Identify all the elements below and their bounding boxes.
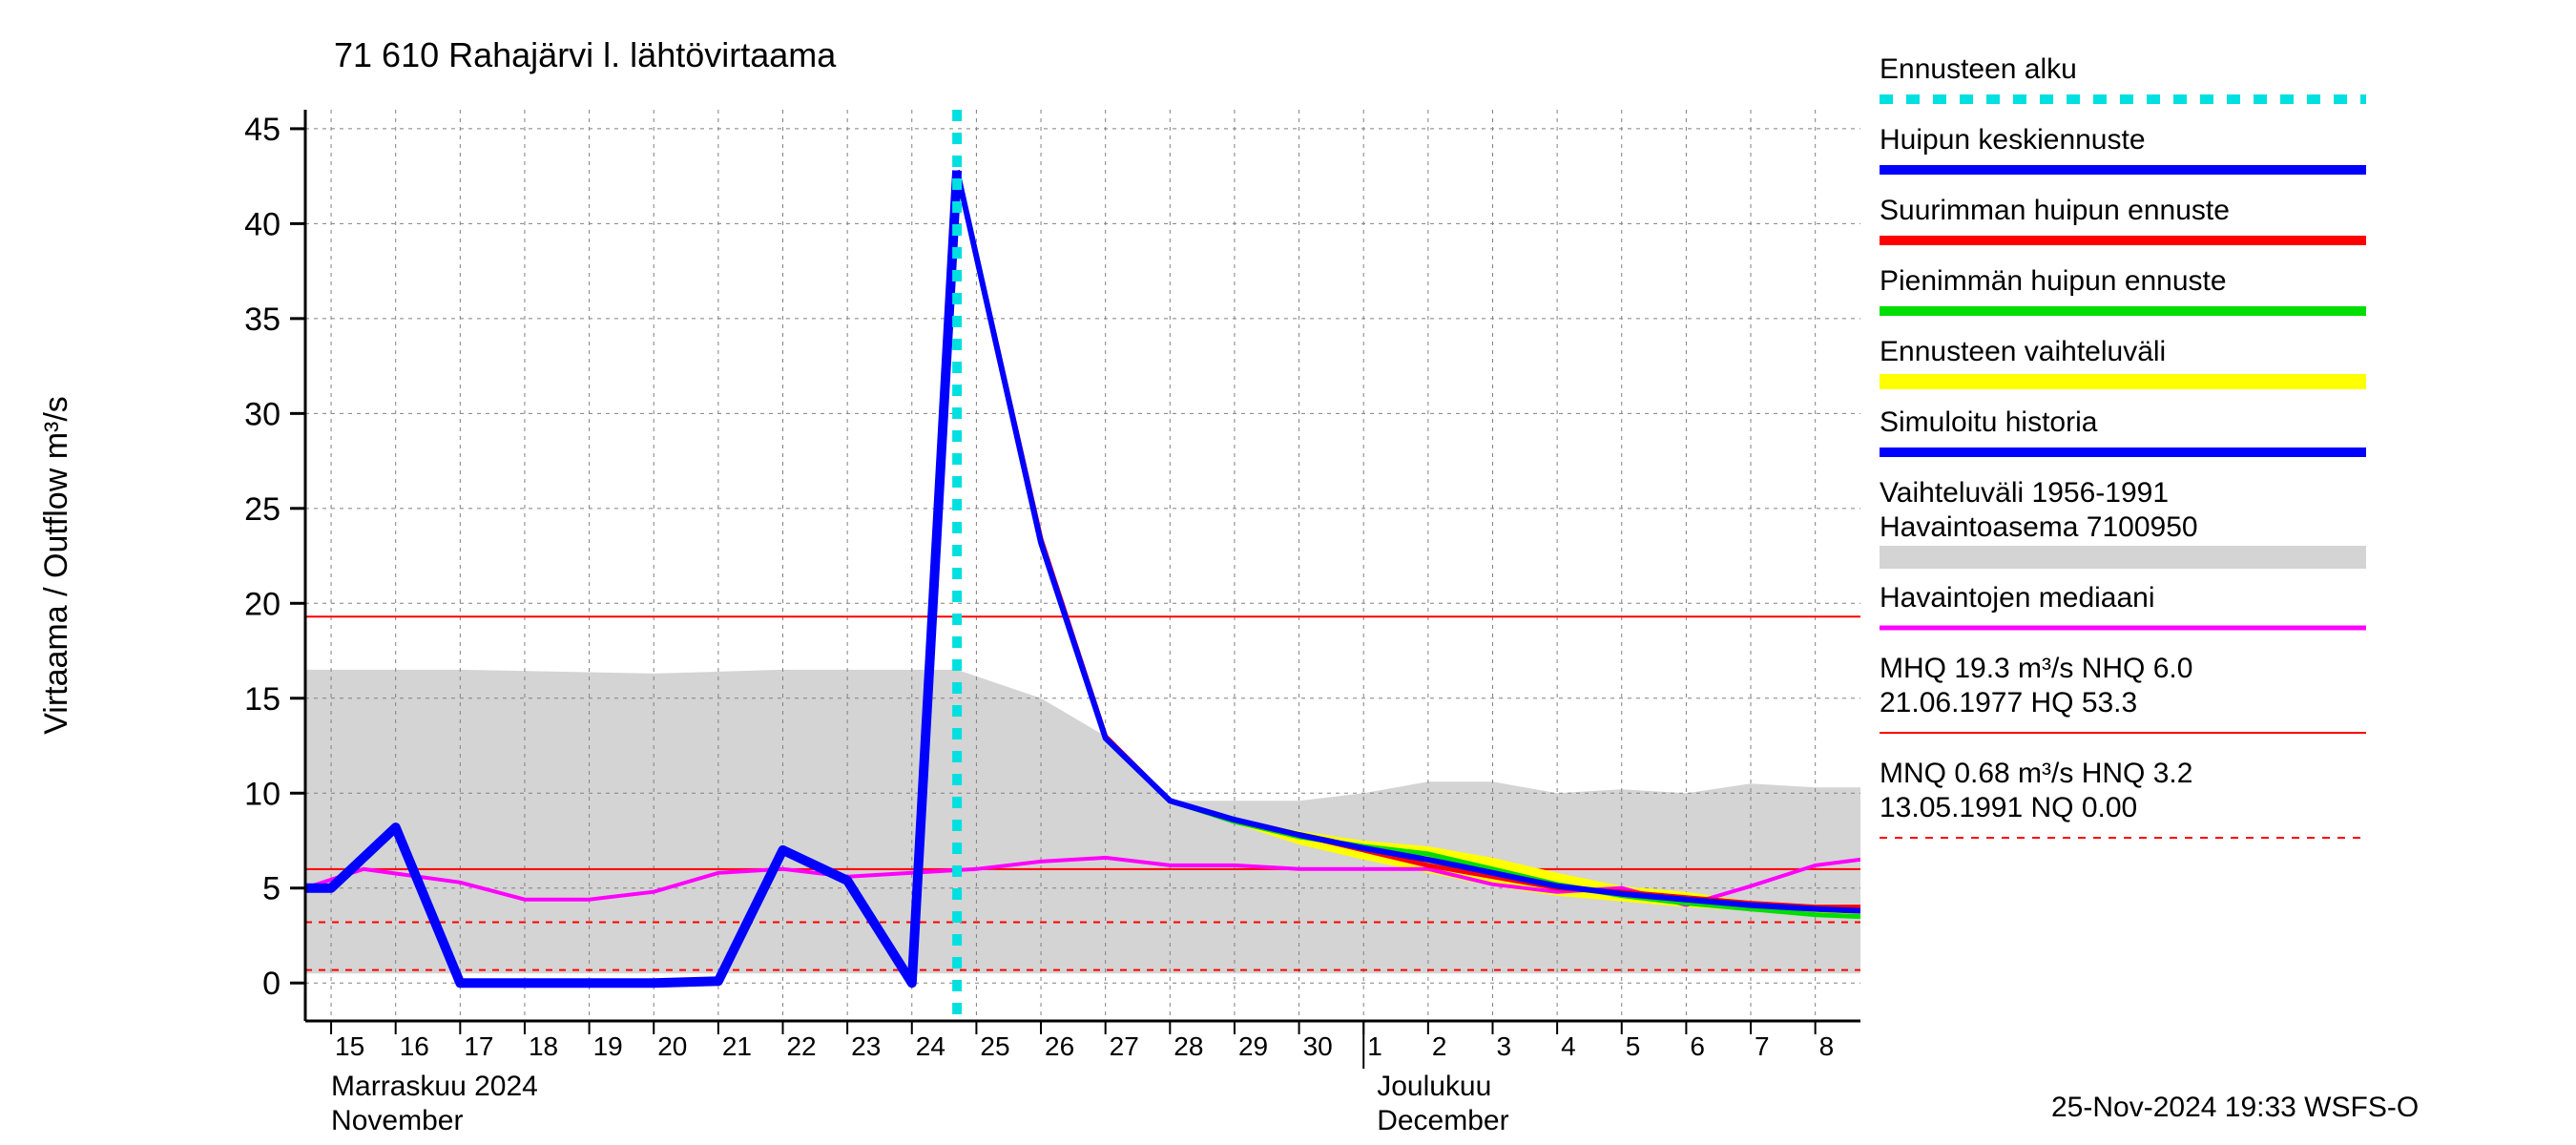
chart-svg: 0510152025303540451516171819202122232425… (0, 0, 2576, 1145)
x-tick-label: 19 (593, 1031, 623, 1061)
legend-label: Vaihteluväli 1956-1991 (1880, 477, 2169, 509)
x-tick-label: 7 (1755, 1031, 1770, 1061)
y-tick-label: 5 (262, 871, 280, 907)
y-tick-label: 35 (244, 302, 280, 338)
footer-text: 25-Nov-2024 19:33 WSFS-O (2051, 1092, 2419, 1123)
legend-label: Havaintojen mediaani (1880, 582, 2155, 614)
legend-label2: Havaintoasema 7100950 (1880, 511, 2198, 543)
legend-label: Suurimman huipun ennuste (1880, 195, 2230, 226)
x-tick-label: 30 (1303, 1031, 1333, 1061)
x-tick-label: 16 (400, 1031, 429, 1061)
x-tick-label: 20 (657, 1031, 687, 1061)
legend-label: Pienimmän huipun ennuste (1880, 265, 2227, 297)
legend-label: Ennusteen vaihteluväli (1880, 336, 2166, 367)
y-tick-label: 45 (244, 112, 280, 148)
y-tick-label: 0 (262, 966, 280, 1002)
x-tick-label: 5 (1626, 1031, 1641, 1061)
x-tick-label: 1 (1367, 1031, 1382, 1061)
x-tick-label: 23 (851, 1031, 881, 1061)
x-tick-label: 25 (980, 1031, 1009, 1061)
x-tick-label: 24 (916, 1031, 945, 1061)
x-tick-label: 29 (1238, 1031, 1268, 1061)
y-tick-label: 20 (244, 586, 280, 622)
x-tick-label: 17 (464, 1031, 493, 1061)
x-tick-label: 2 (1432, 1031, 1447, 1061)
chart-title: 71 610 Rahajärvi l. lähtövirtaama (334, 35, 837, 74)
x-tick-label: 3 (1496, 1031, 1511, 1061)
legend-label2: 13.05.1991 NQ 0.00 (1880, 792, 2137, 823)
x-tick-label: 6 (1690, 1031, 1705, 1061)
legend-label: Huipun keskiennuste (1880, 124, 2146, 156)
y-tick-label: 10 (244, 776, 280, 812)
y-tick-label: 30 (244, 396, 280, 432)
x-tick-label: 27 (1110, 1031, 1139, 1061)
y-tick-label: 25 (244, 491, 280, 528)
month2-fi: Joulukuu (1377, 1071, 1491, 1102)
legend-label: Simuloitu historia (1880, 406, 2098, 438)
x-tick-label: 18 (529, 1031, 558, 1061)
x-tick-label: 4 (1561, 1031, 1576, 1061)
legend-label: MHQ 19.3 m³/s NHQ 6.0 (1880, 653, 2192, 684)
month1-fi: Marraskuu 2024 (331, 1071, 538, 1102)
legend-label: MNQ 0.68 m³/s HNQ 3.2 (1880, 758, 2192, 789)
month1-en: November (331, 1105, 463, 1136)
x-tick-label: 26 (1045, 1031, 1074, 1061)
y-tick-label: 15 (244, 681, 280, 718)
legend-label: Ennusteen alku (1880, 53, 2077, 85)
chart-container: 0510152025303540451516171819202122232425… (0, 0, 2576, 1145)
y-axis-label: Virtaama / Outflow m³/s (38, 396, 74, 735)
y-tick-label: 40 (244, 206, 280, 242)
month2-en: December (1377, 1105, 1508, 1136)
legend-label2: 21.06.1977 HQ 53.3 (1880, 687, 2137, 718)
x-tick-label: 21 (722, 1031, 752, 1061)
x-tick-label: 22 (786, 1031, 816, 1061)
x-tick-label: 8 (1819, 1031, 1835, 1061)
x-tick-label: 15 (335, 1031, 364, 1061)
x-tick-label: 28 (1174, 1031, 1203, 1061)
